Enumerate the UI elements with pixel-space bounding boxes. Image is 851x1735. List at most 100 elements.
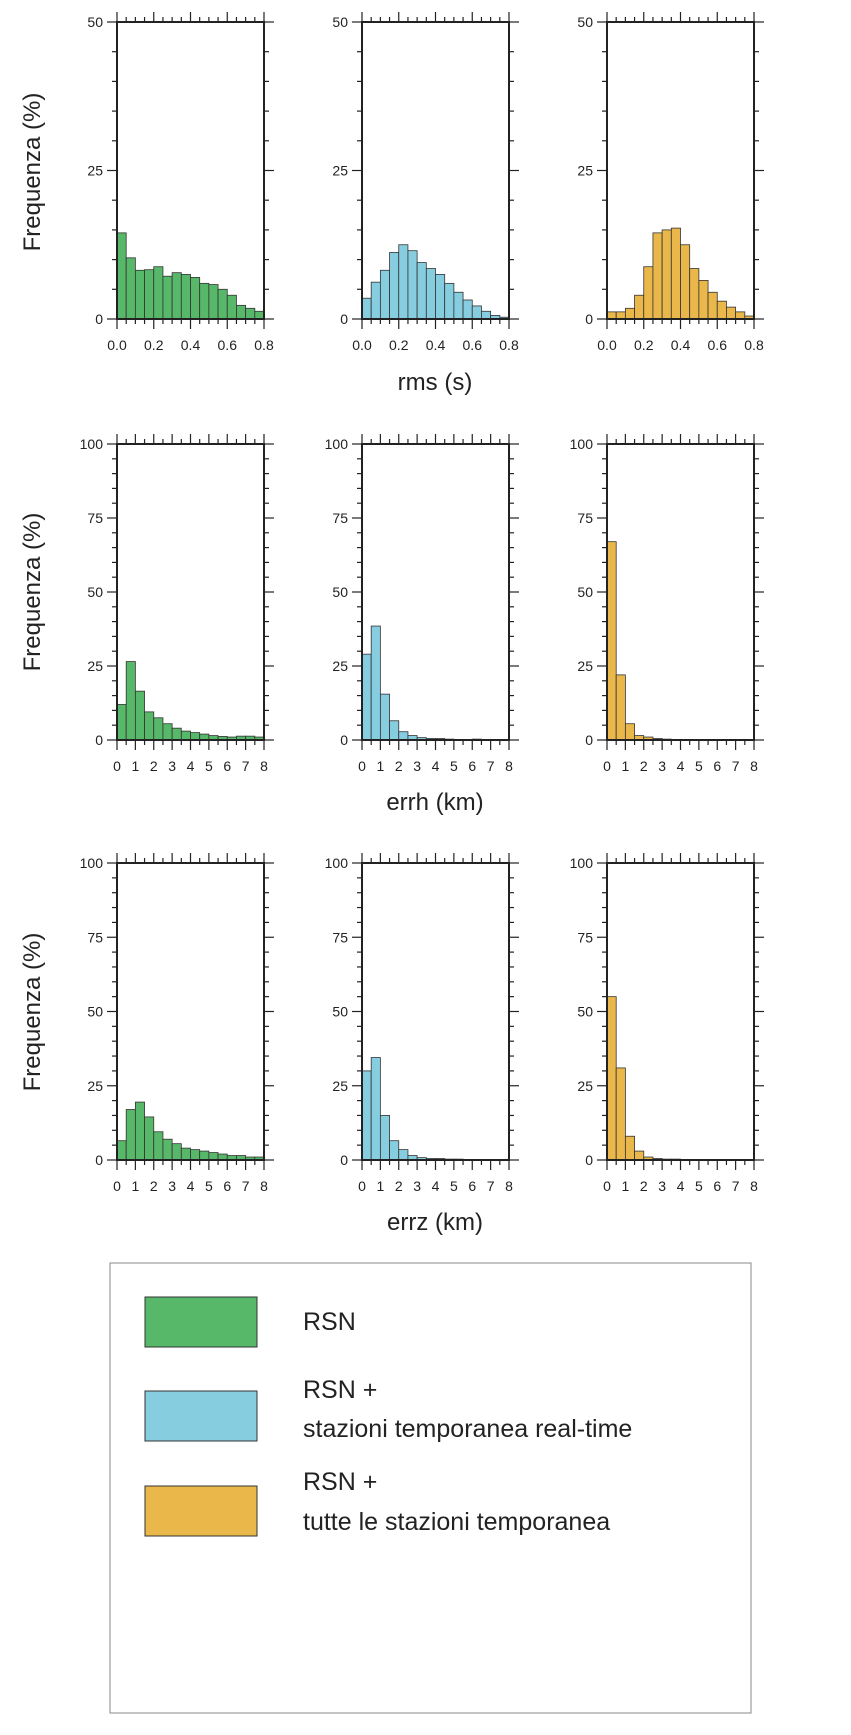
bar-rms-rsn-15 xyxy=(254,310,265,320)
x-tick-label-errz-rsn-2: 2 xyxy=(150,1178,158,1194)
y-tick-label-errh-rsn-3: 75 xyxy=(87,510,103,526)
y-tick-label-errh-rsn-all-1: 25 xyxy=(577,658,593,674)
bar-errh-rsn-6 xyxy=(171,727,182,741)
y-tick-label-errz-rsn-all-3: 75 xyxy=(577,929,593,945)
bar-errh-rsn-realtime-2 xyxy=(379,693,390,741)
x-tick-label-rms-rsn-realtime-3: 0.6 xyxy=(463,337,483,353)
bar-rms-rsn-11 xyxy=(217,288,228,320)
y-tick-label-errh-rsn-realtime-0: 0 xyxy=(340,732,348,748)
bar-rms-rsn-7 xyxy=(180,274,191,320)
x-tick-label-errz-rsn-all-6: 6 xyxy=(713,1178,721,1194)
x-tick-label-errz-rsn-7: 7 xyxy=(242,1178,250,1194)
x-tick-label-errh-rsn-all-3: 3 xyxy=(658,758,666,774)
bar-errz-rsn-realtime-3 xyxy=(389,1140,400,1161)
y-tick-label-rms-rsn-2: 50 xyxy=(87,14,103,30)
bar-errz-rsn-realtime-0 xyxy=(361,1070,372,1161)
panel-rms-rsn-realtime: 0 25 50 0.0 0.2 0.4 0.6 0.8 xyxy=(332,12,519,353)
bar-rms-rsn-3 xyxy=(144,269,155,320)
x-tick-label-errh-rsn-5: 5 xyxy=(205,758,213,774)
y-tick-label-errz-rsn-all-1: 25 xyxy=(577,1078,593,1094)
bar-rms-rsn-all-4 xyxy=(643,266,654,320)
x-tick-label-errz-rsn-all-5: 5 xyxy=(695,1178,703,1194)
bar-rms-rsn-realtime-13 xyxy=(481,310,492,320)
x-tick-label-errz-rsn-realtime-6: 6 xyxy=(468,1178,476,1194)
bar-errz-rsn-all-1 xyxy=(615,1067,626,1161)
x-tick-label-errz-rsn-realtime-1: 1 xyxy=(376,1178,384,1194)
bar-errz-rsn-2 xyxy=(134,1101,145,1161)
y-axis-label-row-2: Frequenza (%) xyxy=(19,513,46,672)
bar-errh-rsn-3 xyxy=(144,711,155,741)
x-tick-label-errz-rsn-all-1: 1 xyxy=(621,1178,629,1194)
y-tick-label-errh-rsn-4: 100 xyxy=(80,436,104,452)
x-tick-label-errh-rsn-1: 1 xyxy=(131,758,139,774)
legend-label-rsn: RSN xyxy=(303,1308,356,1336)
x-tick-label-errh-rsn-realtime-4: 4 xyxy=(432,758,440,774)
bar-errh-rsn-1 xyxy=(125,661,136,741)
x-tick-label-rms-rsn-realtime-2: 0.4 xyxy=(426,337,446,353)
bar-rms-rsn-realtime-7 xyxy=(425,268,436,320)
x-tick-label-errh-rsn-realtime-6: 6 xyxy=(468,758,476,774)
panel-rms-rsn: 0 25 50 0.0 0.2 0.4 0.6 0.8 xyxy=(87,12,274,353)
x-tick-label-errz-rsn-all-7: 7 xyxy=(732,1178,740,1194)
legend-swatch-rsn-realtime xyxy=(144,1390,258,1442)
bar-errh-rsn-4 xyxy=(153,717,164,741)
x-tick-label-errh-rsn-realtime-0: 0 xyxy=(358,758,366,774)
bar-rms-rsn-all-5 xyxy=(652,232,663,320)
y-tick-label-errz-rsn-realtime-2: 50 xyxy=(332,1004,348,1020)
x-tick-label-rms-rsn-0: 0.0 xyxy=(107,337,127,353)
bar-rms-rsn-realtime-6 xyxy=(416,262,427,320)
x-tick-label-errh-rsn-6: 6 xyxy=(223,758,231,774)
x-tick-label-rms-rsn-realtime-4: 0.8 xyxy=(499,337,519,353)
x-tick-label-errz-rsn-4: 4 xyxy=(187,1178,195,1194)
x-tick-label-errz-rsn-all-2: 2 xyxy=(640,1178,648,1194)
x-tick-label-rms-rsn-1: 0.2 xyxy=(144,337,164,353)
x-tick-label-errh-rsn-all-1: 1 xyxy=(621,758,629,774)
x-tick-label-errh-rsn-2: 2 xyxy=(150,758,158,774)
y-tick-label-errh-rsn-all-2: 50 xyxy=(577,584,593,600)
x-tick-label-errz-rsn-realtime-8: 8 xyxy=(505,1178,513,1194)
x-tick-label-rms-rsn-all-4: 0.8 xyxy=(744,337,764,353)
x-tick-label-errz-rsn-realtime-2: 2 xyxy=(395,1178,403,1194)
x-tick-label-errh-rsn-realtime-1: 1 xyxy=(376,758,384,774)
bar-errz-rsn-7 xyxy=(180,1147,191,1161)
bar-errh-rsn-all-2 xyxy=(624,723,635,741)
bar-rms-rsn-all-0 xyxy=(606,311,617,320)
bar-errh-rsn-realtime-1 xyxy=(370,625,381,741)
x-tick-label-errh-rsn-all-2: 2 xyxy=(640,758,648,774)
x-tick-label-errh-rsn-3: 3 xyxy=(168,758,176,774)
x-tick-label-errh-rsn-all-7: 7 xyxy=(732,758,740,774)
bar-errz-rsn-5 xyxy=(162,1138,173,1161)
y-tick-label-errh-rsn-2: 50 xyxy=(87,584,103,600)
bar-rms-rsn-1 xyxy=(125,257,136,320)
y-tick-label-errh-rsn-0: 0 xyxy=(95,732,103,748)
bar-errz-rsn-6 xyxy=(171,1143,182,1161)
bar-rms-rsn-10 xyxy=(208,284,219,320)
x-tick-label-rms-rsn-3: 0.6 xyxy=(218,337,238,353)
x-tick-label-errh-rsn-realtime-3: 3 xyxy=(413,758,421,774)
y-tick-label-rms-rsn-all-0: 0 xyxy=(585,311,593,327)
bar-rms-rsn-realtime-12 xyxy=(471,305,482,320)
bar-rms-rsn-all-6 xyxy=(661,229,672,320)
y-tick-label-errh-rsn-realtime-4: 100 xyxy=(325,436,349,452)
bar-rms-rsn-all-11 xyxy=(707,291,718,320)
y-tick-label-errz-rsn-1: 25 xyxy=(87,1078,103,1094)
bar-rms-rsn-all-7 xyxy=(670,227,681,320)
x-tick-label-errh-rsn-realtime-7: 7 xyxy=(487,758,495,774)
y-tick-label-errh-rsn-realtime-1: 25 xyxy=(332,658,348,674)
bar-errh-rsn-realtime-3 xyxy=(389,720,400,741)
bar-errz-rsn-9 xyxy=(199,1150,210,1161)
bar-rms-rsn-8 xyxy=(190,277,201,320)
legend-swatch-rsn xyxy=(144,1296,258,1348)
bar-errh-rsn-all-1 xyxy=(615,674,626,741)
x-tick-label-rms-rsn-realtime-0: 0.0 xyxy=(352,337,372,353)
bar-rms-rsn-4 xyxy=(153,266,164,320)
bar-rms-rsn-all-10 xyxy=(698,279,709,320)
row-labels: Frequenza (%) Frequenza (%) Frequenza (%… xyxy=(19,93,484,1236)
x-tick-label-rms-rsn-all-3: 0.6 xyxy=(708,337,728,353)
bar-rms-rsn-realtime-0 xyxy=(361,297,372,320)
x-tick-label-errz-rsn-realtime-0: 0 xyxy=(358,1178,366,1194)
bar-rms-rsn-realtime-4 xyxy=(398,244,409,320)
y-tick-label-errh-rsn-all-3: 75 xyxy=(577,510,593,526)
